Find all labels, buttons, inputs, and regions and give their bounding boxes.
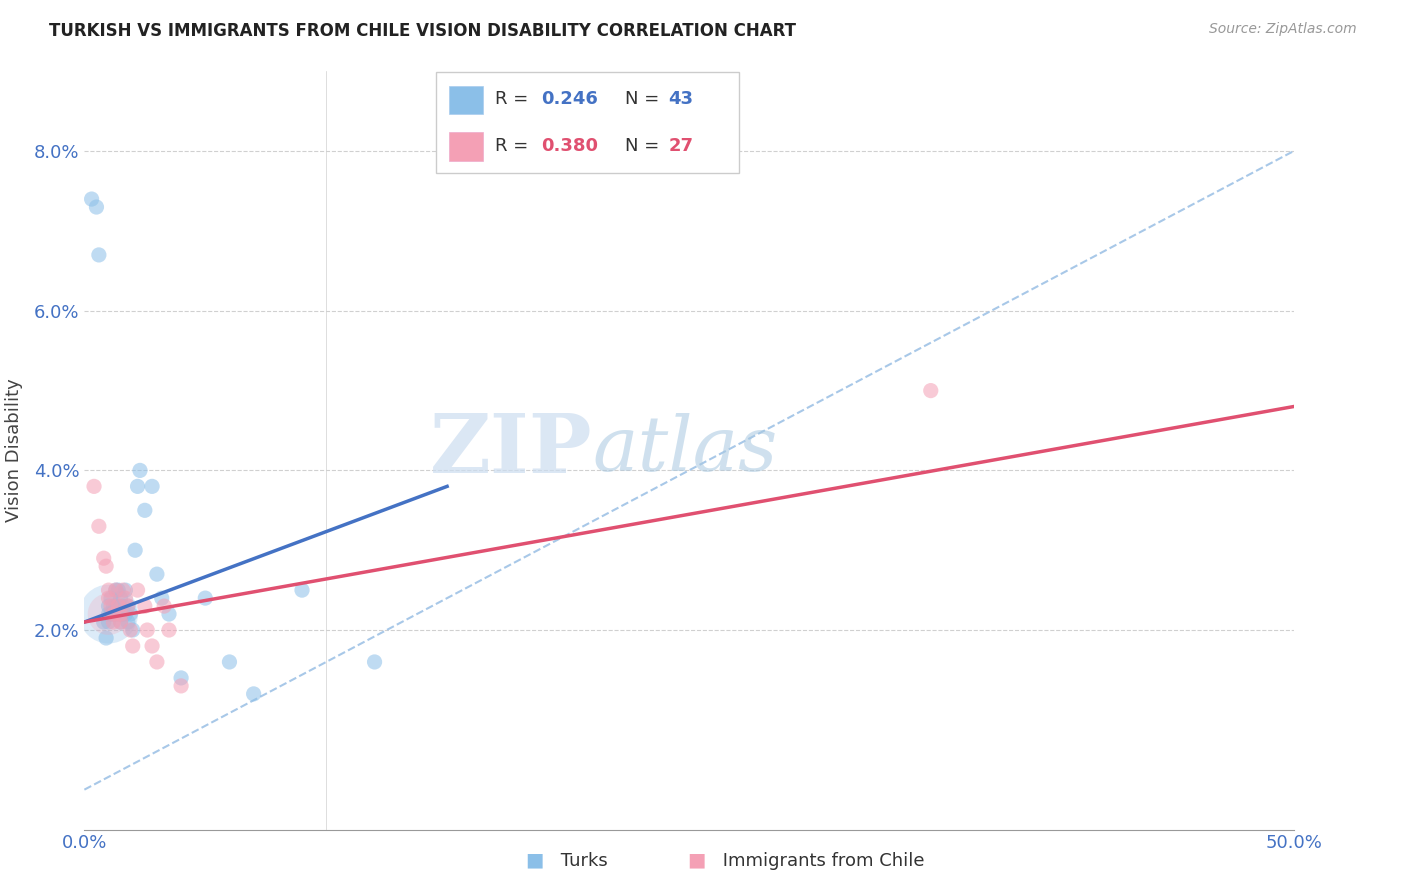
Point: [97, 583, 120, 598]
Point: [97, 599, 120, 613]
Point: [127, 583, 149, 598]
Point: [110, 591, 132, 606]
Point: [150, 591, 173, 606]
Point: [112, 607, 135, 621]
Point: [170, 671, 193, 685]
Text: N =: N =: [624, 90, 665, 108]
Point: [117, 615, 139, 629]
Point: [97, 615, 120, 629]
Point: [104, 599, 127, 613]
Point: [121, 623, 143, 637]
Point: [120, 623, 142, 637]
Point: [110, 607, 132, 621]
Point: [97, 607, 120, 621]
Text: R =: R =: [495, 137, 534, 155]
FancyBboxPatch shape: [436, 72, 740, 173]
Text: atlas: atlas: [592, 414, 778, 487]
Point: [121, 639, 143, 653]
Point: [110, 615, 132, 629]
Point: [112, 599, 135, 613]
Text: R =: R =: [495, 90, 534, 108]
Point: [93, 551, 115, 566]
Point: [120, 607, 142, 621]
Point: [117, 599, 139, 613]
Point: [103, 607, 125, 621]
Point: [136, 623, 159, 637]
Point: [97, 607, 120, 621]
Text: ■: ■: [686, 851, 706, 870]
Bar: [449, 132, 482, 161]
Point: [94, 559, 117, 574]
Point: [80, 192, 103, 206]
Point: [194, 591, 217, 606]
Point: [363, 655, 385, 669]
Text: 0.380: 0.380: [541, 137, 599, 155]
Text: ZIP: ZIP: [430, 410, 592, 491]
Point: [114, 591, 136, 606]
Y-axis label: Vision Disability: Vision Disability: [4, 378, 22, 523]
Text: Immigrants from Chile: Immigrants from Chile: [717, 852, 925, 870]
Point: [103, 607, 125, 621]
Point: [112, 583, 135, 598]
Point: [107, 599, 129, 613]
Point: [100, 607, 122, 621]
Point: [100, 591, 122, 606]
Point: [83, 479, 105, 493]
Text: Turks: Turks: [555, 852, 609, 870]
Text: Source: ZipAtlas.com: Source: ZipAtlas.com: [1209, 22, 1357, 37]
Point: [97, 591, 120, 606]
Point: [107, 583, 129, 598]
Text: ■: ■: [524, 851, 544, 870]
Bar: [449, 86, 482, 114]
Point: [86, 200, 108, 214]
Point: [93, 615, 115, 629]
Point: [141, 479, 163, 493]
Point: [134, 599, 156, 613]
Point: [107, 599, 129, 613]
Point: [104, 583, 127, 598]
Point: [157, 607, 180, 621]
Point: [170, 679, 193, 693]
Point: [87, 519, 110, 533]
Point: [242, 687, 264, 701]
Point: [129, 463, 152, 477]
Point: [291, 583, 314, 598]
Point: [87, 248, 110, 262]
Point: [114, 583, 136, 598]
Point: [124, 543, 146, 558]
Point: [218, 655, 240, 669]
Point: [153, 599, 176, 613]
Text: 0.246: 0.246: [541, 90, 598, 108]
Point: [110, 607, 132, 621]
Point: [157, 623, 180, 637]
Point: [114, 607, 136, 621]
Text: N =: N =: [624, 137, 665, 155]
Point: [134, 503, 156, 517]
Point: [117, 599, 139, 613]
Point: [107, 607, 129, 621]
Point: [94, 631, 117, 645]
Point: [127, 479, 149, 493]
Point: [141, 639, 163, 653]
Point: [104, 607, 127, 621]
Point: [110, 615, 132, 629]
Text: TURKISH VS IMMIGRANTS FROM CHILE VISION DISABILITY CORRELATION CHART: TURKISH VS IMMIGRANTS FROM CHILE VISION …: [49, 22, 796, 40]
Point: [100, 599, 122, 613]
Point: [103, 615, 125, 629]
Point: [97, 607, 120, 621]
Point: [104, 583, 127, 598]
Text: 27: 27: [668, 137, 693, 155]
Point: [103, 599, 125, 613]
Text: 43: 43: [668, 90, 693, 108]
Point: [920, 384, 942, 398]
Point: [146, 567, 169, 582]
Point: [146, 655, 169, 669]
